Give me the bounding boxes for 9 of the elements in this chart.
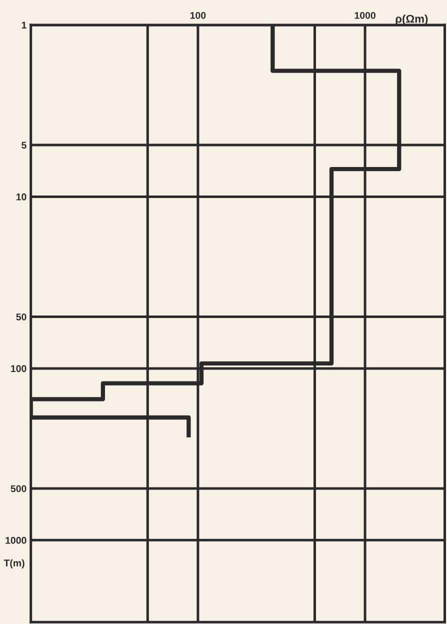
y-tick-label: 50 — [16, 313, 26, 320]
y-tick-label: 10 — [16, 193, 26, 200]
y-tick-label: 1000 — [6, 536, 26, 544]
y-axis-title: T(m) — [4, 559, 24, 568]
y-tick-label: 1 — [22, 22, 26, 28]
y-tick-label: 5 — [22, 142, 26, 149]
y-tick-label: 500 — [10, 485, 26, 492]
x-axis-title: ρ(Ωm) — [396, 14, 428, 25]
y-tick-label: 100 — [11, 365, 26, 372]
